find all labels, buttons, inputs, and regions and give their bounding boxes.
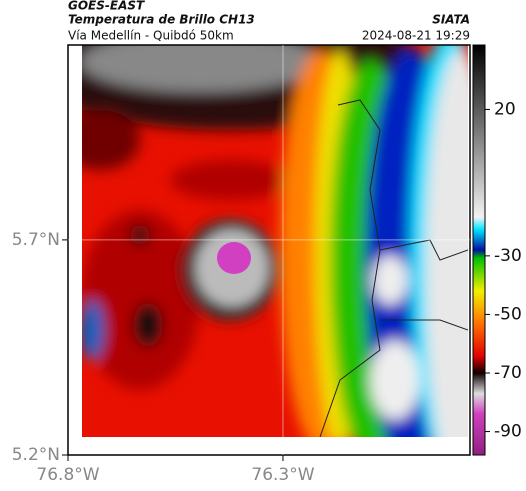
source: GOES-EAST — [68, 0, 145, 13]
colorbar-tick-label: -30 — [494, 246, 522, 266]
org: SIATA — [432, 13, 470, 27]
colorbar — [472, 44, 486, 456]
y-tick-label: 5.2°N — [12, 445, 60, 465]
x-tick-label: 76.8°W — [36, 465, 99, 485]
colorbar-tick-label: 20 — [494, 99, 516, 119]
colorbar-tick-label: -70 — [494, 363, 522, 383]
subtitle: Vía Medellín - Quibdó 50km — [68, 29, 234, 43]
datetime: 2024-08-21 19:29 — [362, 29, 470, 43]
x-tick-label: 76.3°W — [251, 465, 314, 485]
satellite-image — [82, 45, 468, 437]
map-frame — [67, 44, 471, 456]
colorbar-tick-label: -90 — [494, 422, 522, 442]
title: Temperatura de Brillo CH13 — [68, 13, 255, 27]
colorbar-tick-label: -50 — [494, 304, 522, 324]
y-tick-label: 5.7°N — [12, 230, 60, 250]
